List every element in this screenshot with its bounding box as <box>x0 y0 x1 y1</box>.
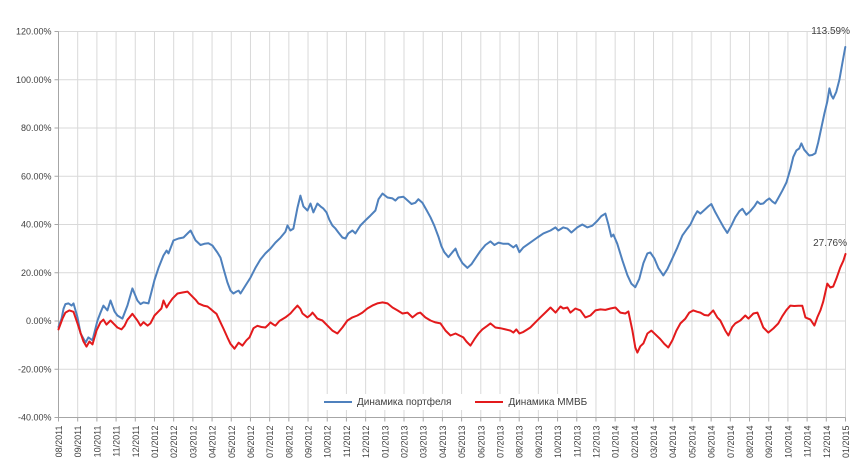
svg-text:0.00%: 0.00% <box>26 316 52 326</box>
svg-text:100.00%: 100.00% <box>16 75 52 85</box>
svg-text:01/2013: 01/2013 <box>380 426 390 459</box>
svg-text:80.00%: 80.00% <box>21 123 52 133</box>
legend-marker-mmvb <box>475 401 504 403</box>
svg-text:01/2014: 01/2014 <box>611 426 621 459</box>
svg-text:05/2013: 05/2013 <box>457 426 467 459</box>
legend-marker-portfolio <box>324 401 352 403</box>
svg-text:08/2013: 08/2013 <box>515 426 525 459</box>
svg-text:06/2013: 06/2013 <box>476 426 486 459</box>
svg-text:10/2012: 10/2012 <box>323 426 333 459</box>
svg-text:11/2012: 11/2012 <box>342 426 352 458</box>
svg-text:11/2014: 11/2014 <box>803 426 813 458</box>
svg-text:-40.00%: -40.00% <box>18 413 52 423</box>
svg-text:20.00%: 20.00% <box>21 268 52 278</box>
svg-text:05/2012: 05/2012 <box>227 426 237 459</box>
svg-text:03/2012: 03/2012 <box>188 426 198 459</box>
svg-text:120.00%: 120.00% <box>16 27 52 37</box>
svg-text:09/2014: 09/2014 <box>764 426 774 459</box>
svg-text:12/2014: 12/2014 <box>822 426 832 459</box>
svg-text:08/2014: 08/2014 <box>745 426 755 459</box>
svg-text:40.00%: 40.00% <box>21 220 52 230</box>
svg-text:07/2012: 07/2012 <box>265 426 275 459</box>
svg-text:09/2012: 09/2012 <box>304 426 314 459</box>
svg-text:08/2011: 08/2011 <box>54 426 64 458</box>
svg-text:03/2014: 03/2014 <box>649 426 659 459</box>
svg-text:12/2011: 12/2011 <box>131 426 141 458</box>
svg-text:06/2014: 06/2014 <box>707 426 717 459</box>
svg-text:04/2012: 04/2012 <box>208 426 218 459</box>
svg-text:04/2013: 04/2013 <box>438 426 448 459</box>
svg-text:10/2011: 10/2011 <box>92 426 102 458</box>
svg-text:10/2013: 10/2013 <box>553 426 563 459</box>
svg-text:07/2013: 07/2013 <box>495 426 505 459</box>
svg-text:04/2014: 04/2014 <box>668 426 678 459</box>
legend: Динамика портфеля Динамика ММВБ <box>318 394 594 410</box>
series-end-label-mmvb: 27.76% <box>813 238 847 249</box>
legend-label-portfolio: Динамика портфеля <box>357 396 452 408</box>
svg-text:09/2011: 09/2011 <box>73 426 83 458</box>
svg-text:02/2013: 02/2013 <box>400 426 410 459</box>
svg-text:06/2012: 06/2012 <box>246 426 256 459</box>
svg-text:-20.00%: -20.00% <box>18 364 52 374</box>
svg-text:05/2014: 05/2014 <box>687 426 697 459</box>
legend-item-mmvb: Динамика ММВБ <box>475 397 587 408</box>
svg-text:12/2012: 12/2012 <box>361 426 371 459</box>
svg-text:12/2013: 12/2013 <box>591 426 601 459</box>
svg-text:01/2012: 01/2012 <box>150 426 160 459</box>
svg-text:02/2012: 02/2012 <box>169 426 179 459</box>
svg-text:11/2011: 11/2011 <box>112 426 122 457</box>
svg-text:03/2013: 03/2013 <box>419 426 429 459</box>
svg-text:09/2013: 09/2013 <box>534 426 544 459</box>
series-end-label-portfolio: 113.59% <box>811 26 850 37</box>
svg-text:08/2012: 08/2012 <box>284 426 294 459</box>
svg-text:02/2014: 02/2014 <box>630 426 640 459</box>
svg-text:10/2014: 10/2014 <box>783 426 793 459</box>
svg-text:01/2015: 01/2015 <box>841 426 851 459</box>
svg-text:11/2013: 11/2013 <box>572 426 582 458</box>
legend-label-mmvb: Динамика ММВБ <box>508 396 588 408</box>
svg-text:07/2014: 07/2014 <box>726 426 736 459</box>
legend-item-portfolio: Динамика портфеля <box>324 397 451 408</box>
svg-text:60.00%: 60.00% <box>21 171 52 181</box>
